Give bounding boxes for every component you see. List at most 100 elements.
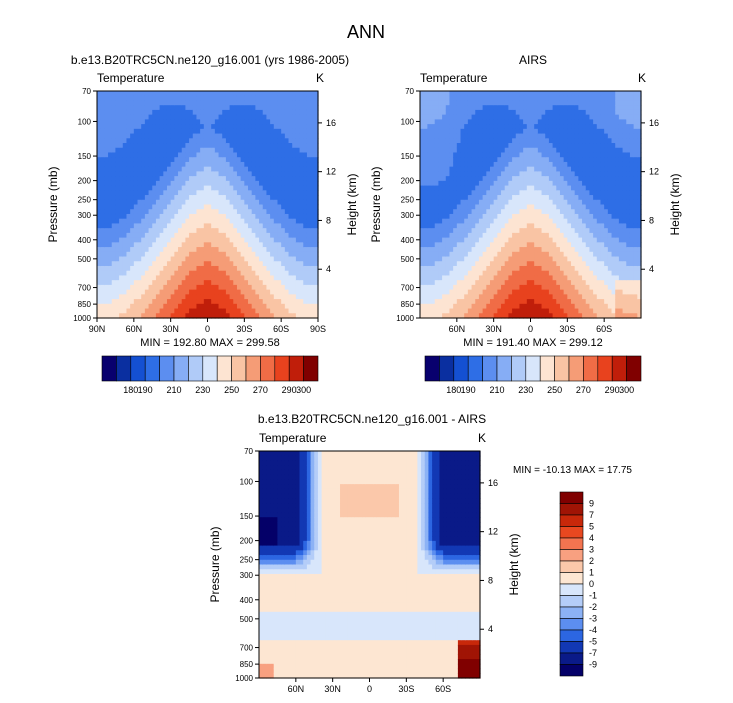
field-cell (478, 308, 484, 314)
field-cell (207, 128, 212, 135)
field-cell (559, 270, 565, 277)
field-cell (244, 256, 249, 262)
field-cell (126, 185, 131, 191)
field-cell (277, 261, 282, 267)
field-cell (427, 204, 432, 210)
field-cell (111, 265, 117, 272)
field-cell (203, 171, 209, 177)
field-cell (163, 185, 168, 191)
field-cell (314, 133, 319, 139)
field-cell (166, 100, 172, 106)
field-cell (130, 114, 135, 120)
field-cell (174, 190, 179, 196)
field-cell (281, 199, 286, 206)
field-cell (130, 284, 135, 291)
field-cell (567, 308, 572, 314)
field-cell (467, 270, 473, 277)
field-cell (262, 256, 268, 262)
field-cell (233, 185, 238, 191)
field-cell (504, 138, 509, 144)
field-cell (203, 232, 209, 239)
field-cell (434, 213, 440, 220)
field-cell (196, 265, 201, 272)
field-cell (486, 133, 491, 139)
field-cell (545, 180, 550, 187)
field-cell (438, 147, 443, 154)
field-cell (508, 232, 513, 239)
field-cell (456, 147, 462, 154)
field-cell (449, 133, 454, 139)
field-cell (166, 242, 172, 248)
field-cell (200, 284, 205, 291)
field-cell (214, 128, 220, 135)
field-cell (504, 299, 509, 305)
field-cell (104, 303, 109, 310)
field-cell (512, 204, 517, 210)
field-cell (236, 261, 242, 267)
field-cell (504, 190, 509, 196)
field-cell (478, 313, 484, 319)
field-cell (262, 213, 268, 220)
field-cell (420, 299, 425, 305)
field-cell (155, 176, 161, 182)
field-cell (288, 213, 293, 220)
field-cell (471, 289, 476, 295)
field-cell (423, 256, 428, 262)
field-cell (519, 209, 524, 215)
field-cell (185, 190, 190, 196)
field-cell (486, 284, 491, 291)
field-cell (97, 294, 102, 300)
field-cell (314, 95, 319, 102)
field-cell (170, 204, 175, 210)
field-cell (115, 247, 120, 253)
field-cell (130, 157, 135, 163)
field-cell (292, 180, 297, 187)
field-cell (196, 133, 201, 139)
field-cell (571, 105, 576, 111)
field-cell (277, 232, 282, 239)
field-cell (130, 119, 135, 125)
field-cell (467, 124, 473, 130)
field-cell (229, 232, 234, 239)
field-cell (449, 124, 454, 130)
field-cell (218, 313, 223, 319)
field-cell (277, 109, 282, 116)
field-cell (240, 284, 245, 291)
field-cell (295, 109, 301, 116)
field-cell (248, 119, 253, 125)
field-cell (111, 270, 117, 277)
field-cell (493, 251, 498, 258)
field-cell (504, 166, 509, 172)
field-cell (508, 95, 513, 102)
field-cell (104, 275, 109, 281)
field-cell (251, 284, 256, 291)
field-cell (523, 232, 528, 239)
field-cell (515, 171, 521, 177)
field-cell (259, 256, 264, 262)
field-cell (196, 204, 201, 210)
field-cell (541, 147, 546, 154)
field-cell (104, 294, 109, 300)
field-cell (273, 128, 279, 135)
field-cell (222, 138, 227, 144)
field-cell (262, 218, 268, 225)
field-cell (460, 124, 465, 130)
field-cell (211, 313, 216, 319)
field-cell (541, 237, 546, 243)
field-cell (104, 100, 109, 106)
field-cell (248, 147, 253, 154)
field-cell (97, 308, 102, 314)
field-cell (207, 284, 212, 291)
field-cell (288, 242, 293, 248)
field-cell (152, 133, 157, 139)
field-cell (192, 114, 198, 120)
field-cell (207, 265, 212, 272)
field-cell (310, 261, 315, 267)
field-cell (534, 143, 539, 149)
field-cell (556, 313, 561, 319)
field-cell (100, 105, 105, 111)
field-cell (185, 95, 190, 102)
field-cell (144, 204, 150, 210)
field-cell (471, 114, 476, 120)
field-cell (523, 152, 528, 158)
